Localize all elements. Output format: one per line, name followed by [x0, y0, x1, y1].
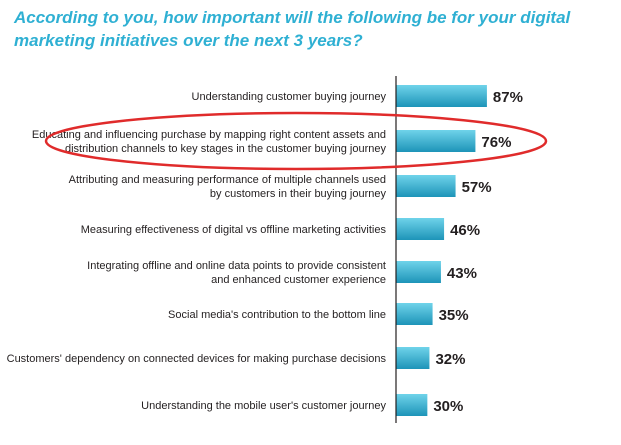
bar-6	[396, 347, 430, 369]
category-label-line: Customers' dependency on connected devic…	[7, 353, 387, 365]
category-label-line: Social media's contribution to the botto…	[168, 309, 386, 321]
value-label-2: 57%	[462, 179, 492, 196]
category-label-line: by customers in their buying journey	[210, 188, 387, 200]
bar-0	[396, 85, 487, 107]
bar-2	[396, 175, 456, 197]
category-label-7: Understanding the mobile user's customer…	[141, 400, 386, 412]
bar-3	[396, 218, 445, 240]
value-label-6: 32%	[435, 351, 465, 368]
category-label-2: Attributing and measuring performance of…	[69, 174, 387, 200]
category-label-line: Educating and influencing purchase by ma…	[32, 129, 386, 141]
category-label-line: Integrating offline and online data poin…	[87, 260, 386, 272]
category-label-line: distribution channels to key stages in t…	[65, 143, 387, 155]
bar-5	[396, 303, 433, 325]
bar-1	[396, 130, 476, 152]
category-label-line: Attributing and measuring performance of…	[69, 174, 386, 186]
chart-title: According to you, how important will the…	[14, 8, 571, 50]
category-label-1: Educating and influencing purchase by ma…	[32, 129, 387, 155]
category-label-line: Measuring effectiveness of digital vs of…	[81, 224, 387, 236]
category-label-5: Social media's contribution to the botto…	[168, 309, 386, 321]
value-label-4: 43%	[447, 265, 477, 282]
category-label-line: Understanding the mobile user's customer…	[141, 400, 386, 412]
category-label-4: Integrating offline and online data poin…	[87, 260, 386, 286]
category-label-6: Customers' dependency on connected devic…	[7, 353, 387, 365]
bar-7	[396, 394, 428, 416]
value-label-5: 35%	[439, 307, 469, 324]
bar-4	[396, 261, 441, 283]
category-label-line: Understanding customer buying journey	[192, 91, 387, 103]
category-label-line: and enhanced customer experience	[211, 274, 386, 286]
category-label-0: Understanding customer buying journey	[192, 91, 387, 103]
value-label-7: 30%	[433, 398, 463, 415]
category-label-3: Measuring effectiveness of digital vs of…	[81, 224, 387, 236]
highlight-ellipse	[44, 111, 548, 171]
value-label-1: 76%	[481, 134, 511, 151]
value-label-3: 46%	[450, 222, 480, 239]
value-label-0: 87%	[493, 89, 523, 106]
bars-layer: 87% Understanding customer buying journey…	[7, 85, 523, 416]
